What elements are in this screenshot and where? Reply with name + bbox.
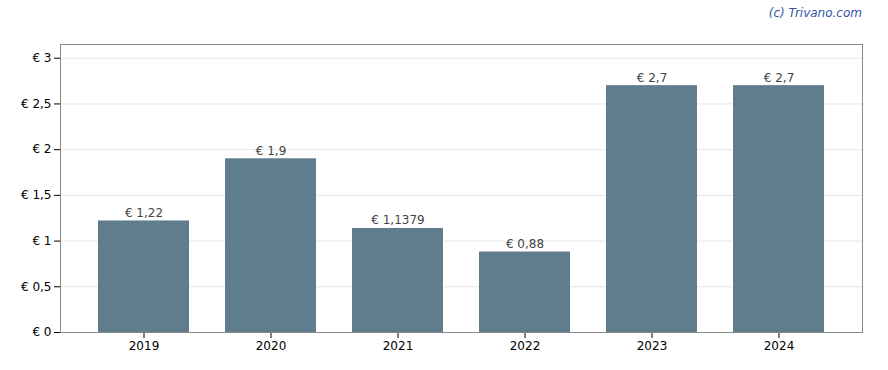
svg-text:€ 2,5: € 2,5 [21,97,52,111]
svg-text:€ 2,7: € 2,7 [764,71,795,85]
svg-text:€ 1,5: € 1,5 [21,188,52,202]
svg-text:2019: 2019 [129,339,160,353]
svg-text:€ 1: € 1 [32,234,51,248]
svg-text:2021: 2021 [383,339,414,353]
svg-text:€ 0,5: € 0,5 [21,280,52,294]
svg-text:2022: 2022 [510,339,541,353]
svg-text:2023: 2023 [637,339,668,353]
svg-text:€ 2,7: € 2,7 [637,71,668,85]
svg-text:2020: 2020 [256,339,287,353]
svg-text:€ 0: € 0 [32,325,51,339]
svg-text:2024: 2024 [764,339,795,353]
svg-text:€ 2: € 2 [32,142,51,156]
svg-text:€ 0,88: € 0,88 [506,237,544,251]
svg-text:€ 1,1379: € 1,1379 [371,213,424,227]
html-text:(c) Trivano.com: (c) Trivano.com [768,6,862,20]
svg-text:€ 3: € 3 [32,51,51,65]
svg-text:€ 1,22: € 1,22 [125,206,163,220]
svg-text:€ 1,9: € 1,9 [256,144,287,158]
